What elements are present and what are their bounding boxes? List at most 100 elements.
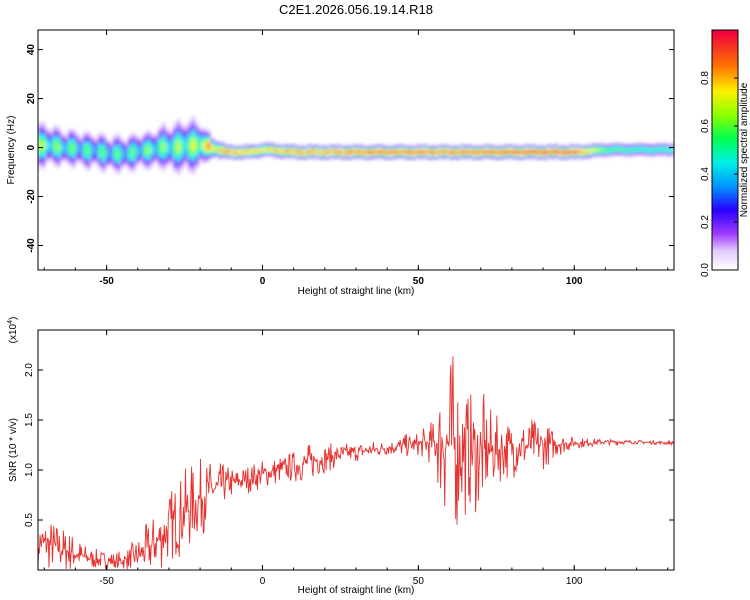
spectrogram-cell (277, 147, 282, 149)
spectrogram-cell (82, 163, 88, 165)
spectrogram-cell (116, 134, 121, 137)
spectrogram-cell (322, 152, 327, 154)
colorbar-strip (712, 134, 738, 137)
spectrogram-cell (445, 150, 450, 152)
spectrogram-cell (153, 145, 159, 147)
spectrogram-cell (135, 139, 140, 141)
spectrogram-cell (404, 154, 409, 156)
spectrogram-cell (382, 154, 387, 156)
spectrogram-cell (636, 153, 641, 156)
spectrogram-cell (105, 140, 110, 143)
spectrogram-cell (659, 142, 664, 144)
snr-x-tick-label: 50 (413, 576, 425, 587)
spectrogram-cell (655, 144, 660, 146)
colorbar-strip (712, 234, 738, 237)
spectrogram-cell (442, 156, 447, 158)
spectrogram-cell (195, 139, 200, 142)
spectrogram-y-tick-label: -40 (26, 238, 37, 253)
spectrogram-cell (79, 151, 84, 153)
spectrogram-cell (187, 119, 192, 121)
spectrogram-cell (41, 136, 46, 138)
spectrogram-cell (629, 144, 634, 146)
spectrogram-cell (498, 144, 503, 146)
spectrogram-cell (38, 135, 43, 137)
spectrogram-cell (112, 155, 117, 158)
spectrogram-cell (606, 155, 611, 158)
spectrogram-cell (475, 156, 480, 158)
spectrogram-cell (370, 154, 376, 156)
spectrogram-cell (318, 154, 323, 156)
spectrogram-cell (94, 141, 99, 143)
spectrogram-cell (52, 163, 58, 166)
spectrogram-cell (344, 148, 349, 150)
colorbar-strip (712, 44, 738, 47)
colorbar-strip (712, 48, 738, 51)
spectrogram-cell (666, 148, 671, 150)
spectrogram-cell (135, 159, 140, 161)
spectrogram-cell (449, 148, 454, 150)
spectrogram-cell (202, 146, 207, 148)
spectrogram-cell (116, 136, 121, 139)
colorbar-strip (712, 174, 738, 177)
spectrogram-cell (359, 146, 364, 148)
spectrogram-cell (157, 160, 162, 162)
spectrogram-cell (49, 152, 54, 155)
spectrogram-cell (120, 147, 125, 150)
spectrogram-cell (408, 144, 413, 146)
spectrogram-cell (168, 155, 174, 158)
spectrogram-cell (475, 144, 480, 146)
spectrogram-cell (79, 160, 84, 163)
spectrogram-cell (412, 156, 417, 158)
spectrogram-cell (251, 143, 256, 146)
spectrogram-cell (90, 158, 95, 160)
spectrogram-cell (86, 167, 91, 170)
colorbar-strip (712, 60, 738, 63)
spectrogram-cell (449, 150, 454, 152)
colorbar-strip (712, 70, 738, 73)
spectrogram-cell (516, 146, 522, 148)
spectrogram-cell (75, 142, 80, 145)
spectrogram-cell (666, 150, 671, 152)
spectrogram-cell (180, 134, 185, 136)
spectrogram-cell (329, 154, 334, 156)
colorbar-strip (712, 54, 738, 57)
spectrogram-cell (153, 133, 159, 135)
spectrogram-cell (135, 141, 140, 143)
spectrogram-cell (307, 144, 312, 146)
spectrogram-cell (273, 156, 278, 159)
spectrogram-cell (176, 166, 181, 169)
spectrogram-cell (187, 134, 192, 137)
spectrogram-cell (161, 125, 166, 128)
spectrogram-cell (243, 146, 248, 148)
spectrogram-cell (356, 158, 361, 160)
spectrogram-cell (116, 168, 121, 170)
spectrogram-cell (438, 150, 443, 152)
spectrogram-cell (38, 133, 43, 135)
spectrogram-cell (176, 129, 181, 132)
spectrogram-cell (464, 158, 469, 160)
spectrogram-cell (378, 152, 383, 154)
spectrogram-cell (591, 143, 596, 145)
spectrogram-cell (483, 144, 488, 146)
spectrogram-cell (423, 152, 428, 154)
spectrogram-cell (45, 159, 50, 161)
spectrogram-cell (210, 140, 215, 142)
spectrogram-cell (109, 163, 114, 165)
spectrogram-cell (127, 138, 132, 141)
spectrogram-cell (206, 131, 211, 133)
colorbar-strip (712, 214, 738, 217)
spectrogram-cell (124, 155, 129, 157)
spectrogram-cell (75, 135, 80, 137)
spectrogram-cell (198, 136, 204, 138)
spectrogram-cell (131, 150, 136, 152)
spectrogram-cell (180, 141, 185, 144)
spectrogram-cell (165, 134, 170, 137)
spectrogram-cell (101, 159, 106, 162)
spectrogram-cell (621, 155, 626, 158)
spectrogram-cell (251, 147, 256, 150)
colorbar-strip (712, 56, 738, 59)
spectrogram-cell (97, 167, 102, 169)
spectrogram-cell (120, 159, 125, 161)
spectrogram-cell (423, 158, 428, 160)
spectrogram-cell (464, 148, 469, 150)
